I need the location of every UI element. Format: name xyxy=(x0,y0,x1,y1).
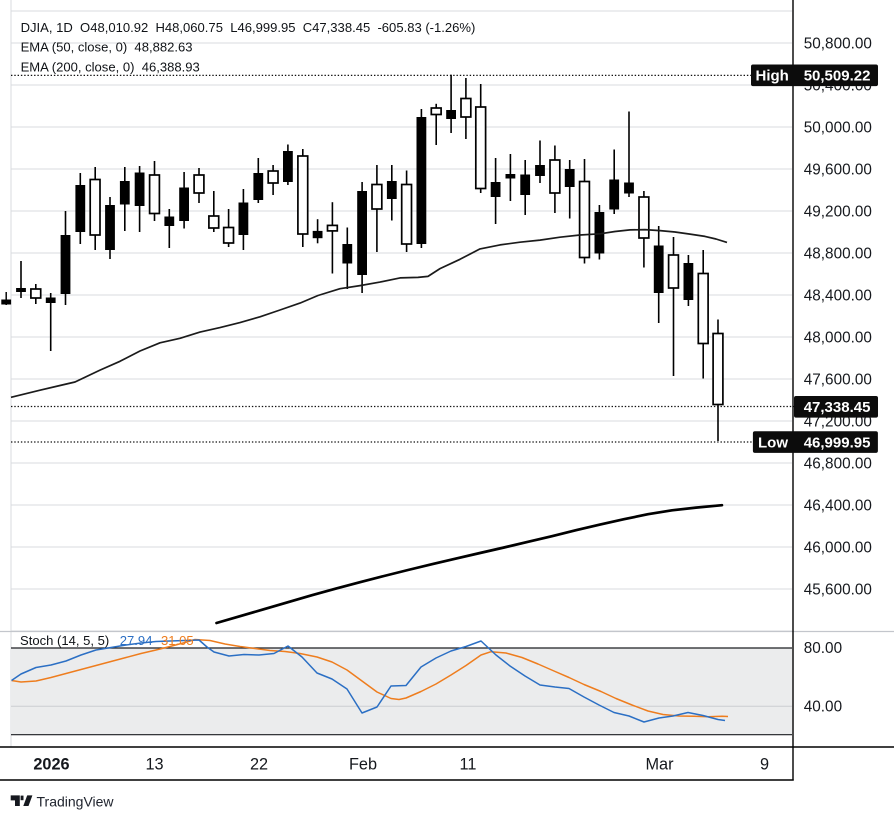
svg-text:50,000.00: 50,000.00 xyxy=(804,119,872,136)
svg-text:9: 9 xyxy=(760,756,769,774)
svg-text:Stoch (14, 5, 5): Stoch (14, 5, 5) xyxy=(20,633,109,648)
svg-text:46,400.00: 46,400.00 xyxy=(804,497,872,514)
svg-text:48,000.00: 48,000.00 xyxy=(804,329,872,346)
svg-text:46,000.00: 46,000.00 xyxy=(804,539,872,556)
svg-text:31.05: 31.05 xyxy=(161,633,194,648)
svg-text:13: 13 xyxy=(145,756,163,774)
svg-text:Low: Low xyxy=(758,434,788,451)
svg-text:40.00: 40.00 xyxy=(804,699,842,716)
svg-text:High: High xyxy=(756,68,789,85)
svg-text:27.94: 27.94 xyxy=(120,633,153,648)
svg-text:47,338.45: 47,338.45 xyxy=(804,399,871,416)
svg-text:50,509.22: 50,509.22 xyxy=(804,68,871,85)
svg-text:49,200.00: 49,200.00 xyxy=(804,203,872,220)
svg-text:DJIA, 1D O48,010.92 H48,060.: DJIA, 1D O48,010.92 H48,060.75 L46,999.9… xyxy=(21,20,476,35)
svg-text:EMA (200, close, 0) 46,388.93: EMA (200, close, 0) 46,388.93 xyxy=(21,59,200,74)
svg-text:48,400.00: 48,400.00 xyxy=(804,287,872,304)
svg-text:TradingView: TradingView xyxy=(37,793,115,809)
svg-text:EMA (50, close, 0) 48,882.63: EMA (50, close, 0) 48,882.63 xyxy=(21,40,193,55)
svg-text:45,600.00: 45,600.00 xyxy=(804,581,872,598)
svg-text:47,600.00: 47,600.00 xyxy=(804,371,872,388)
svg-text:46,999.95: 46,999.95 xyxy=(804,434,871,451)
svg-text:47,200.00: 47,200.00 xyxy=(804,413,872,430)
svg-text:22: 22 xyxy=(250,756,268,774)
svg-text:48,800.00: 48,800.00 xyxy=(804,245,872,262)
svg-text:11: 11 xyxy=(460,756,477,774)
svg-text:50,800.00: 50,800.00 xyxy=(804,35,872,52)
svg-text:2026: 2026 xyxy=(33,756,69,774)
svg-text:Mar: Mar xyxy=(645,756,674,774)
svg-text:Feb: Feb xyxy=(349,756,377,774)
svg-text:46,800.00: 46,800.00 xyxy=(804,455,872,472)
svg-text:49,600.00: 49,600.00 xyxy=(804,161,872,178)
svg-text:80.00: 80.00 xyxy=(804,640,842,657)
